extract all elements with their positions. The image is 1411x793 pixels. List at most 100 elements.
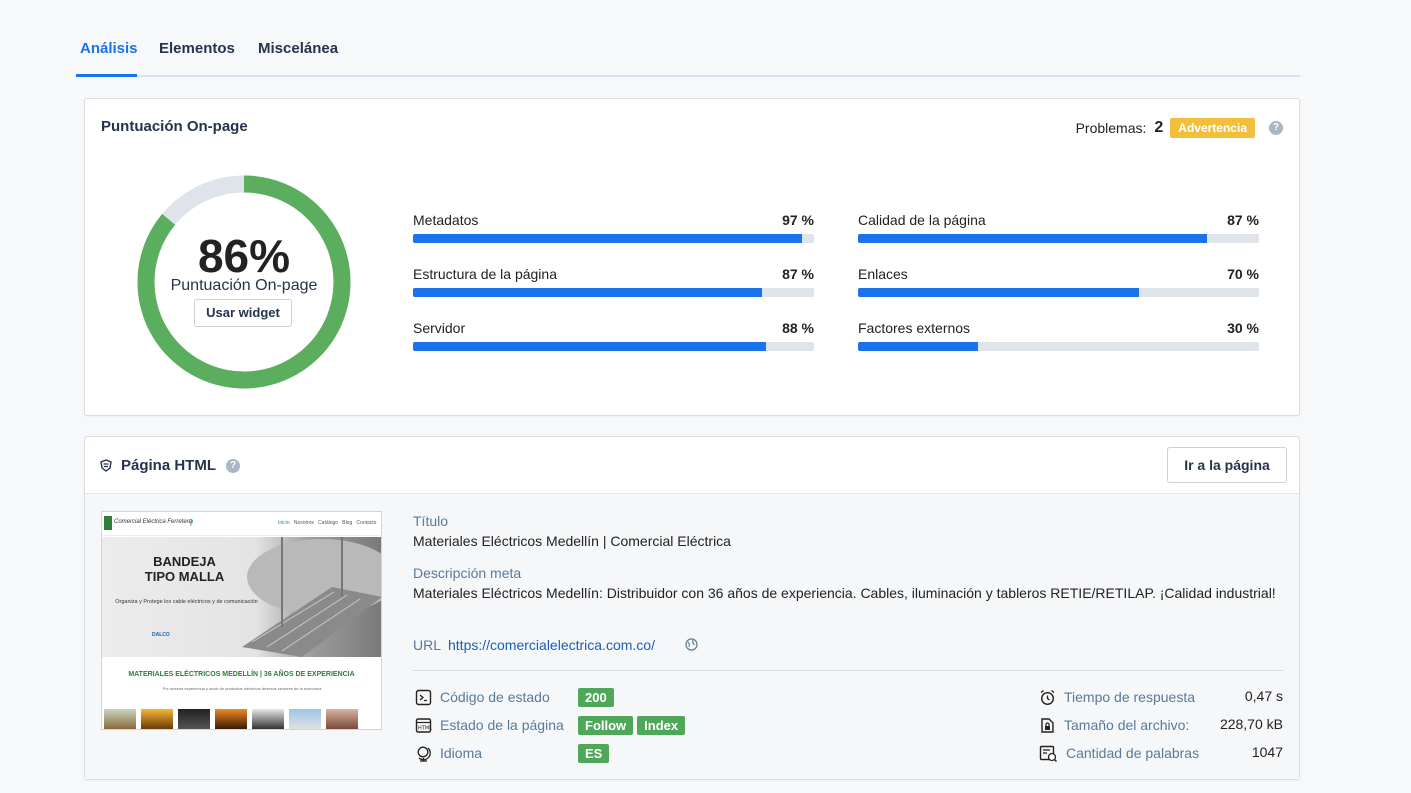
metric-fill [413, 288, 762, 297]
metric-value: 87 % [1227, 212, 1259, 228]
metric-fill [858, 342, 979, 351]
metric-track [858, 342, 1259, 351]
thumb-hero-sub: Organiza y Protege los cable eléctricos … [115, 599, 258, 605]
card-title: Página HTML [121, 457, 217, 474]
card-title: Puntuación On-page [101, 118, 248, 135]
metric-label: Estructura de la página [413, 266, 557, 282]
thumb-nav-item: Nosotros [293, 520, 314, 526]
go-to-page-button[interactable]: Ir a la página [1167, 447, 1287, 483]
metric-label: Servidor [413, 320, 466, 336]
warning-badge[interactable]: Advertencia [1170, 118, 1255, 138]
page-state-label: Estado de la página [440, 717, 564, 733]
metric-metadatos: Metadatos 97 % [413, 212, 814, 248]
metric-factores-externos: Factores externos 30 % [858, 320, 1259, 356]
title-label: Título [413, 513, 449, 529]
use-widget-button[interactable]: Usar widget [194, 299, 292, 327]
alarm-clock-icon [1040, 689, 1055, 705]
metric-fill [858, 288, 1139, 297]
language-row: Idioma ES [415, 742, 613, 764]
donut-score-arc [137, 175, 351, 389]
file-lock-icon [1041, 717, 1054, 733]
thumb-nav-item: Catálogo [318, 520, 339, 526]
response-time-value: 0,47 s [1244, 688, 1283, 704]
thumb-banner: MATERIALES ELÉCTRICOS MEDELLÍN | 36 AÑOS… [128, 671, 355, 678]
html-page-card: Página HTML ? Ir a la página Comercial E… [84, 436, 1300, 780]
metric-value: 70 % [1227, 266, 1259, 282]
shield-icon [100, 459, 112, 472]
metric-value: 87 % [782, 266, 814, 282]
word-count-row: Cantidad de palabras [1039, 742, 1199, 764]
divider [413, 670, 1283, 671]
metric-enlaces: Enlaces 70 % [858, 266, 1259, 302]
thumb-nav: Inicio Nosotros Catálogo Blog Contacto [278, 520, 376, 526]
metric-track [413, 342, 814, 351]
metric-label: Enlaces [858, 266, 908, 282]
score-donut-chart [137, 175, 351, 389]
tab-bar: Análisis Elementos Miscelánea [76, 30, 1300, 77]
metric-track [858, 234, 1259, 243]
metric-fill [858, 234, 1207, 243]
word-count-label: Cantidad de palabras [1066, 745, 1200, 761]
thumb-product [104, 709, 136, 729]
thumb-search-icon: ⚲ [188, 518, 194, 527]
thumb-brand: DALCO [152, 632, 170, 638]
response-time-row: Tiempo de respuesta [1039, 686, 1195, 708]
thumb-product-strip [102, 709, 381, 729]
help-icon[interactable]: ? [226, 459, 240, 473]
status-code-badge: 200 [578, 687, 614, 707]
thumb-logo-text: Comercial Eléctrica Ferretera [114, 519, 193, 525]
page-screenshot-thumbnail[interactable]: Comercial Eléctrica Ferretera ⚲ Inicio N… [101, 511, 382, 730]
tab-miscelanea[interactable]: Miscelánea [258, 40, 339, 57]
thumb-hero: BANDEJA TIPO MALLA Organiza y Protege lo… [102, 537, 381, 657]
problems-count: 2 [1154, 119, 1164, 136]
url-link[interactable]: https://comercialelectrica.com.co/ [448, 637, 655, 653]
active-tab-indicator [76, 74, 137, 77]
metric-fill [413, 234, 802, 243]
metric-label: Calidad de la página [858, 212, 986, 228]
metric-value: 88 % [782, 320, 814, 336]
thumb-product [252, 709, 284, 729]
metric-estructura: Estructura de la página 87 % [413, 266, 814, 302]
metric-label: Factores externos [858, 320, 971, 336]
thumb-nav-item: Contacto [356, 520, 377, 526]
thumb-product [215, 709, 247, 729]
status-code-label: Código de estado [440, 689, 550, 705]
cable-tray-image [242, 537, 381, 657]
problems-label: Problemas: [1075, 120, 1147, 136]
file-size-row: Tamaño del archivo: [1039, 714, 1189, 736]
thumb-hero-line-2: TIPO MALLA [144, 569, 225, 584]
score-percent: 86% [197, 230, 291, 282]
word-count-icon [1039, 745, 1057, 762]
onpage-score-card: Puntuación On-page Problemas: 2 Adverten… [84, 98, 1300, 416]
terminal-icon [415, 689, 432, 705]
metric-track [413, 288, 814, 297]
response-time-label: Tiempo de respuesta [1064, 689, 1195, 705]
title-value: Materiales Eléctricos Medellín | Comerci… [413, 533, 731, 549]
thumb-banner-sub: Por nuestra experiencia y stock de produ… [162, 686, 322, 691]
metric-label: Metadatos [413, 212, 479, 228]
globe-stand-icon [417, 746, 431, 762]
file-size-label: Tamaño del archivo: [1064, 717, 1190, 733]
svg-text:HTML: HTML [418, 725, 432, 731]
thumb-product [326, 709, 358, 729]
index-badge: Index [637, 715, 686, 735]
metric-track [858, 288, 1259, 297]
language-label: Idioma [440, 745, 483, 761]
follow-badge: Follow [578, 715, 634, 735]
file-size-value: 228,70 kB [1219, 716, 1283, 732]
metric-servidor: Servidor 88 % [413, 320, 814, 356]
tab-analisis[interactable]: Análisis [80, 40, 138, 57]
metric-fill [413, 342, 766, 351]
thumb-hero-title: BANDEJA TIPO MALLA [102, 554, 267, 584]
metric-value: 97 % [782, 212, 814, 228]
donut-center: 86% Puntuación On-page Usar widget [135, 173, 353, 391]
globe-icon[interactable] [685, 638, 698, 651]
help-icon[interactable]: ? [1269, 121, 1283, 135]
html-card-body: Comercial Eléctrica Ferretera ⚲ Inicio N… [85, 493, 1299, 779]
thumb-nav-item: Blog [342, 520, 353, 526]
metric-value: 30 % [1227, 320, 1259, 336]
problems-summary: Problemas: 2 Advertencia [1076, 118, 1255, 138]
meta-description-label: Descripción meta [413, 565, 522, 581]
thumb-header: Comercial Eléctrica Ferretera ⚲ Inicio N… [102, 512, 381, 536]
tab-elementos[interactable]: Elementos [159, 40, 235, 57]
